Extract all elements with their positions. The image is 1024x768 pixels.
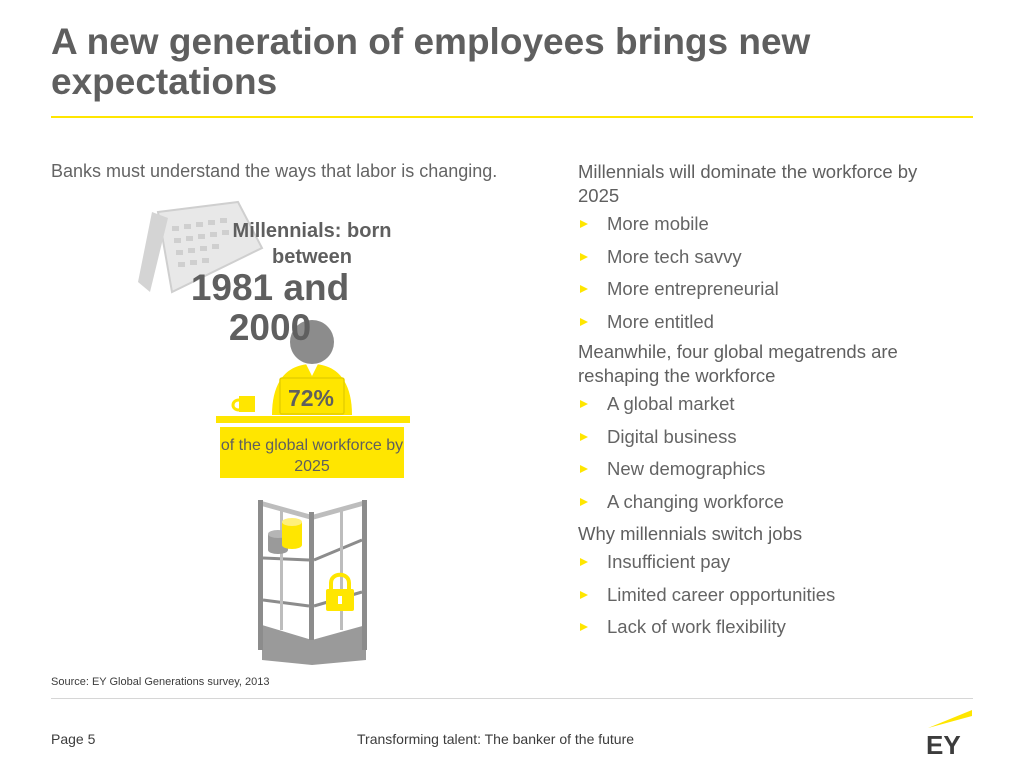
list-item: Insufficient pay	[578, 546, 958, 579]
workforce-percent: 72%	[287, 385, 335, 411]
slide-title: A new generation of employees brings new…	[51, 21, 811, 102]
bullet-list-megatrends: A global market Digital business New dem…	[578, 388, 958, 518]
footer-divider	[51, 698, 973, 699]
padlock-icon	[326, 572, 354, 611]
title-underline	[51, 116, 973, 118]
workforce-percent-text: of the global workforce by 2025	[220, 437, 404, 475]
bullet-arrow-icon	[580, 465, 588, 473]
group-heading-megatrends: Meanwhile, four global megatrends are re…	[578, 341, 898, 386]
list-item-text: More tech savvy	[607, 245, 742, 267]
list-item: More entitled	[578, 306, 958, 339]
list-item-text: More entrepreneurial	[607, 278, 779, 299]
bullet-arrow-icon	[580, 285, 588, 293]
intro-text: Banks must understand the ways that labo…	[51, 161, 498, 181]
list-item-text: A global market	[607, 393, 735, 414]
page-number: Page 5	[51, 731, 96, 747]
list-item-text: A changing workforce	[607, 490, 784, 512]
group-heading-millennials: Millennials will dominate the workforce …	[578, 161, 918, 206]
bullet-arrow-icon	[580, 432, 588, 441]
millennials-years: 1981 and 2000	[190, 267, 350, 348]
list-item: More entrepreneurial	[578, 273, 958, 306]
bullet-arrow-icon	[580, 590, 588, 599]
list-item-text: More mobile	[607, 213, 709, 234]
list-item-text: Insufficient pay	[607, 551, 731, 572]
calendar-icon	[138, 200, 264, 294]
person-icon	[272, 320, 352, 415]
bullet-arrow-icon	[580, 558, 588, 566]
list-item-text: Digital business	[607, 425, 737, 447]
logo-text: EY	[926, 730, 961, 756]
bullet-list-millennials: More mobile More tech savvy More entrepr…	[578, 208, 958, 338]
list-item: A changing workforce	[578, 486, 958, 519]
bullet-arrow-icon	[580, 400, 588, 408]
list-item-text: New demographics	[607, 458, 766, 479]
bullet-arrow-icon	[580, 623, 588, 631]
bullet-arrow-icon	[580, 317, 588, 326]
ey-logo: EY	[926, 710, 972, 756]
bullet-arrow-icon	[580, 252, 588, 261]
mug-icon	[231, 396, 255, 412]
list-item: A global market	[578, 388, 958, 421]
desk-front	[220, 427, 404, 478]
list-item-text: Limited career opportunities	[607, 583, 836, 605]
desk-top	[216, 416, 410, 423]
millennials-label: Millennials: born between	[232, 220, 392, 268]
revolving-door-icon	[258, 500, 367, 665]
footer-title: Transforming talent: The banker of the f…	[357, 731, 635, 747]
list-item-text: More entitled	[607, 310, 714, 332]
list-item: Digital business	[578, 421, 958, 454]
list-item: Lack of work flexibility	[578, 611, 958, 644]
list-item: New demographics	[578, 453, 958, 486]
source-note: Source: EY Global Generations survey, 20…	[51, 676, 270, 688]
list-item: More tech savvy	[578, 241, 958, 274]
group-heading-switch-jobs: Why millennials switch jobs	[578, 523, 803, 544]
bullet-list-switch-jobs: Insufficient pay Limited career opportun…	[578, 546, 958, 644]
list-item: Limited career opportunities	[578, 579, 958, 612]
list-item: More mobile	[578, 208, 958, 241]
list-item-text: Lack of work flexibility	[607, 616, 786, 637]
coins-icon	[268, 518, 302, 554]
bullet-arrow-icon	[580, 220, 588, 228]
bullet-arrow-icon	[580, 497, 588, 506]
millennial-illustration	[138, 200, 410, 665]
right-column: Millennials will dominate the workforce …	[578, 160, 958, 644]
